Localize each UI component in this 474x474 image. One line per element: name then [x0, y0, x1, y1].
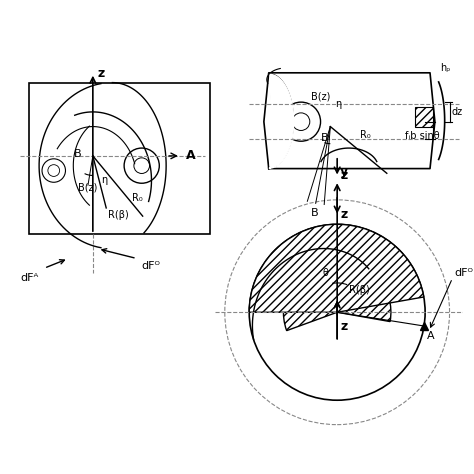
Text: R(β): R(β): [108, 210, 129, 220]
Text: dFᴼ: dFᴼ: [142, 262, 161, 272]
Text: z: z: [340, 169, 347, 182]
Text: η: η: [335, 99, 341, 109]
Text: dFᴼ: dFᴼ: [455, 268, 474, 278]
Wedge shape: [283, 258, 391, 331]
Text: R(β): R(β): [349, 285, 370, 295]
Text: R₀: R₀: [132, 193, 143, 203]
Text: hₚ: hₚ: [440, 63, 450, 73]
Text: B(z): B(z): [311, 91, 330, 101]
Text: y: y: [340, 165, 348, 178]
Text: fᵢb sinθ: fᵢb sinθ: [405, 131, 440, 141]
Text: z: z: [98, 67, 105, 80]
Text: η: η: [100, 175, 107, 185]
FancyBboxPatch shape: [415, 107, 433, 127]
Text: z: z: [340, 209, 347, 221]
Text: B: B: [321, 133, 328, 143]
Text: B: B: [73, 149, 81, 159]
Text: B(z): B(z): [78, 182, 98, 192]
Text: z: z: [340, 320, 347, 333]
Text: dz: dz: [452, 107, 463, 117]
Text: θ: θ: [322, 268, 328, 278]
Text: B: B: [311, 208, 319, 218]
Text: R₀: R₀: [360, 130, 370, 140]
Text: dFᴬ: dFᴬ: [20, 273, 38, 283]
Text: A: A: [427, 331, 435, 341]
Wedge shape: [249, 224, 424, 312]
Text: A: A: [186, 149, 195, 163]
Bar: [29, 82, 210, 234]
